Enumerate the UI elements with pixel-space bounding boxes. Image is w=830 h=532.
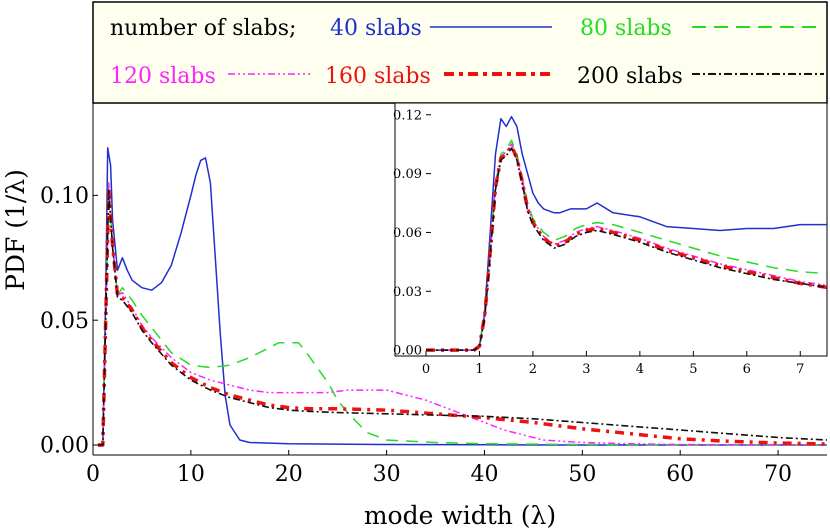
inset-series-200-slabs [426,147,828,351]
legend-label-160-slabs: 160 slabs [325,64,431,89]
inset-xtick-label: 6 [743,362,751,377]
inset-ytick-label: 0.09 [393,167,422,182]
legend-label-40-slabs: 40 slabs [330,16,422,41]
inset-ytick-label: 0.12 [393,108,422,123]
inset-xtick-label: 7 [796,362,804,377]
main-xtick-label: 30 [373,462,401,487]
main-xtick-label: 60 [666,462,694,487]
legend-label-80-slabs: 80 slabs [580,16,672,41]
inset-xtick-label: 1 [475,362,483,377]
inset-series-120-slabs [426,143,828,351]
inset-series-160-slabs [426,144,828,352]
inset-xtick-label: 3 [582,362,590,377]
legend-title: number of slabs; [110,16,296,41]
inset-xtick-label: 0 [422,362,430,377]
main-ticks: 0 10 20 30 40 50 60 700.000.050.10 [40,184,792,487]
main-ytick-label: 0.00 [40,434,89,459]
main-ytick-label: 0.10 [40,184,89,209]
inset-ytick-label: 0.03 [393,285,422,300]
inset-ytick-label: 0.00 [393,344,422,359]
main-series-120-slabs [97,182,828,446]
legend-label-200-slabs: 200 slabs [577,64,683,89]
main-xtick-label: 0 [86,462,100,487]
main-xtick-label: 40 [470,462,498,487]
y-axis-label: PDF (1/λ) [1,169,30,291]
main-series-40-slabs [97,147,827,446]
inset-xtick-label: 2 [529,362,537,377]
inset-xtick-label: 4 [636,362,644,377]
main-series-80-slabs [97,182,828,446]
main-ytick-label: 0.05 [40,309,89,334]
main-plot-area [97,147,828,447]
inset-plot-area [426,115,828,352]
inset-ticks: 0 1 2 3 4 5 6 7 0.00 0.03 0.06 0.09 0.12 [393,108,804,377]
main-xtick-label: 70 [764,462,792,487]
legend-label-120-slabs: 120 slabs [110,64,216,89]
main-series-200-slabs [97,189,828,446]
main-xtick-label: 50 [568,462,596,487]
main-xtick-label: 20 [275,462,303,487]
inset-ytick-label: 0.06 [393,226,422,241]
legend-box [92,1,828,104]
main-xtick-label: 10 [177,462,205,487]
x-axis-label: mode width (λ) [364,501,556,530]
inset-xtick-label: 5 [689,362,697,377]
